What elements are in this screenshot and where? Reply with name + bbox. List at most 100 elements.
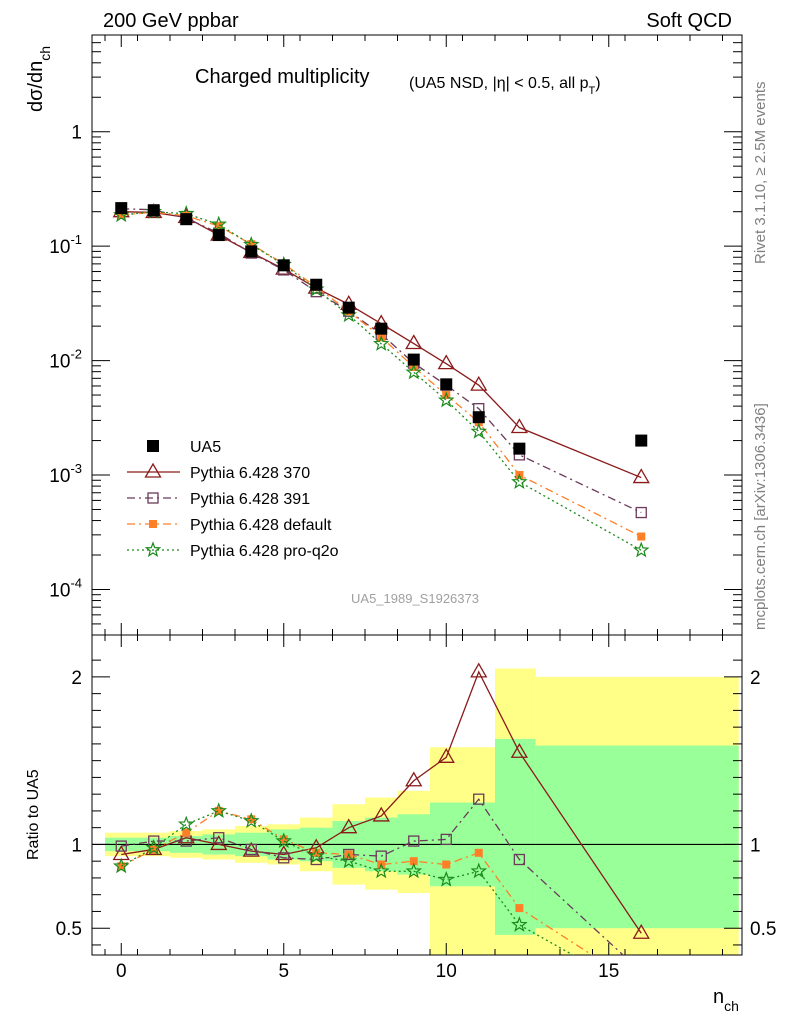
data-point — [437, 391, 455, 408]
ratio-point — [177, 815, 195, 832]
data-point — [511, 473, 528, 489]
ratio-y-tick-label-right: 1 — [750, 835, 761, 856]
ratio-point — [474, 848, 483, 857]
data-point — [147, 204, 160, 217]
ratio-point — [340, 852, 358, 869]
stat-uncertainty-band — [535, 745, 739, 929]
legend-marker — [149, 520, 157, 528]
ratio-point — [245, 843, 257, 856]
data-point — [214, 221, 223, 230]
data-point — [310, 278, 323, 291]
legend-label: Pythia 6.428 391 — [190, 491, 310, 508]
ratio-point — [117, 862, 126, 871]
x-tick-label: 5 — [278, 961, 289, 982]
legend-marker — [147, 440, 159, 452]
data-point — [405, 334, 423, 350]
data-point — [632, 541, 650, 558]
data-point — [247, 240, 256, 249]
ratio-point — [247, 815, 256, 824]
analysis-watermark: UA5_1989_S1926373 — [351, 591, 479, 606]
ratio-point — [213, 832, 225, 844]
data-point — [635, 506, 647, 519]
ratio-point — [437, 748, 455, 763]
ratio-point — [340, 818, 358, 834]
ratio-y-tick-label-right: 2 — [750, 668, 761, 689]
y-tick-label: 10-1 — [49, 232, 82, 258]
ratio-point — [210, 802, 228, 818]
data-point — [375, 322, 388, 335]
main-series-group — [112, 202, 650, 558]
chart-title: Charged multiplicity — [195, 66, 370, 88]
series-line-pythia-6-428-default — [121, 211, 642, 538]
ratio-point — [145, 839, 163, 855]
ratio-point — [182, 828, 191, 837]
data-point — [470, 422, 488, 439]
ratio-point — [278, 852, 290, 864]
legend-marker — [144, 462, 162, 478]
y-tick-label: 10-4 — [49, 575, 82, 601]
data-point — [405, 363, 423, 380]
subtitle-sub: T — [589, 85, 596, 97]
ratio-point — [513, 853, 526, 866]
ratio-point — [405, 771, 423, 787]
data-point — [115, 202, 128, 215]
ratio-point — [312, 848, 321, 857]
ratio-y-tick-label-right: 0.5 — [750, 919, 776, 940]
data-point — [637, 532, 646, 541]
subtitle-close: ) — [595, 75, 600, 92]
ratio-line-pythia-6-428-pro-q2o — [120, 810, 575, 955]
ratio-point — [372, 862, 390, 879]
data-point — [632, 468, 650, 484]
ratio-point — [408, 835, 420, 847]
data-point — [212, 229, 225, 242]
data-point — [407, 353, 420, 366]
y-tick-label: 10-2 — [49, 347, 82, 373]
ratio-point — [279, 835, 288, 844]
ratio-y-tick-label: 1 — [71, 835, 82, 856]
ratio-point — [635, 987, 648, 1000]
ratio-point — [275, 832, 293, 849]
main-y-axis-label: dσ/dnch — [25, 46, 53, 112]
ratio-point — [242, 841, 260, 857]
ratio-point — [307, 847, 325, 864]
ratio-point — [511, 916, 528, 932]
series-line-pythia-6-428-370 — [121, 211, 642, 479]
source-label: mcplots.cern.ch [arXiv:1306.3436] — [752, 403, 769, 630]
data-point — [510, 418, 529, 434]
x-tick-label: 15 — [598, 961, 619, 982]
ratio-point — [637, 983, 645, 991]
x-tick-label: 0 — [116, 961, 127, 982]
ratio-y-axis-label: Ratio to UA5 — [25, 769, 42, 860]
subtitle-main: (UA5 NSD, |η| < 0.5, all p — [409, 75, 589, 92]
data-point — [342, 301, 355, 314]
data-point — [513, 442, 526, 455]
legend-marker — [144, 541, 162, 558]
legend-label: Pythia 6.428 default — [190, 517, 332, 534]
ratio-point — [473, 793, 485, 805]
ratio-line-pythia-6-428-default — [120, 810, 594, 955]
data-point — [277, 259, 290, 272]
data-point — [470, 375, 488, 391]
data-point — [245, 245, 258, 258]
y-tick-label: 10-3 — [49, 461, 82, 487]
ratio-point — [112, 857, 130, 874]
data-point — [180, 213, 193, 226]
x-axis-label: nch — [713, 986, 739, 1014]
ratio-point — [470, 662, 488, 678]
ratio-point — [470, 862, 488, 879]
ratio-point — [636, 967, 646, 977]
ratio-plot-frame — [91, 634, 743, 956]
ratio-point — [242, 812, 260, 829]
ratio-point — [442, 860, 451, 869]
data-point — [442, 391, 451, 400]
y-tick-label: 1 — [71, 123, 82, 144]
ratio-point — [214, 806, 223, 815]
ratio-point — [440, 833, 452, 846]
header-right: Soft QCD — [646, 10, 732, 32]
data-point — [372, 335, 390, 351]
ratio-point — [405, 862, 423, 879]
data-point — [472, 411, 485, 424]
ratio-point — [510, 742, 529, 758]
ratio-point — [149, 845, 158, 854]
